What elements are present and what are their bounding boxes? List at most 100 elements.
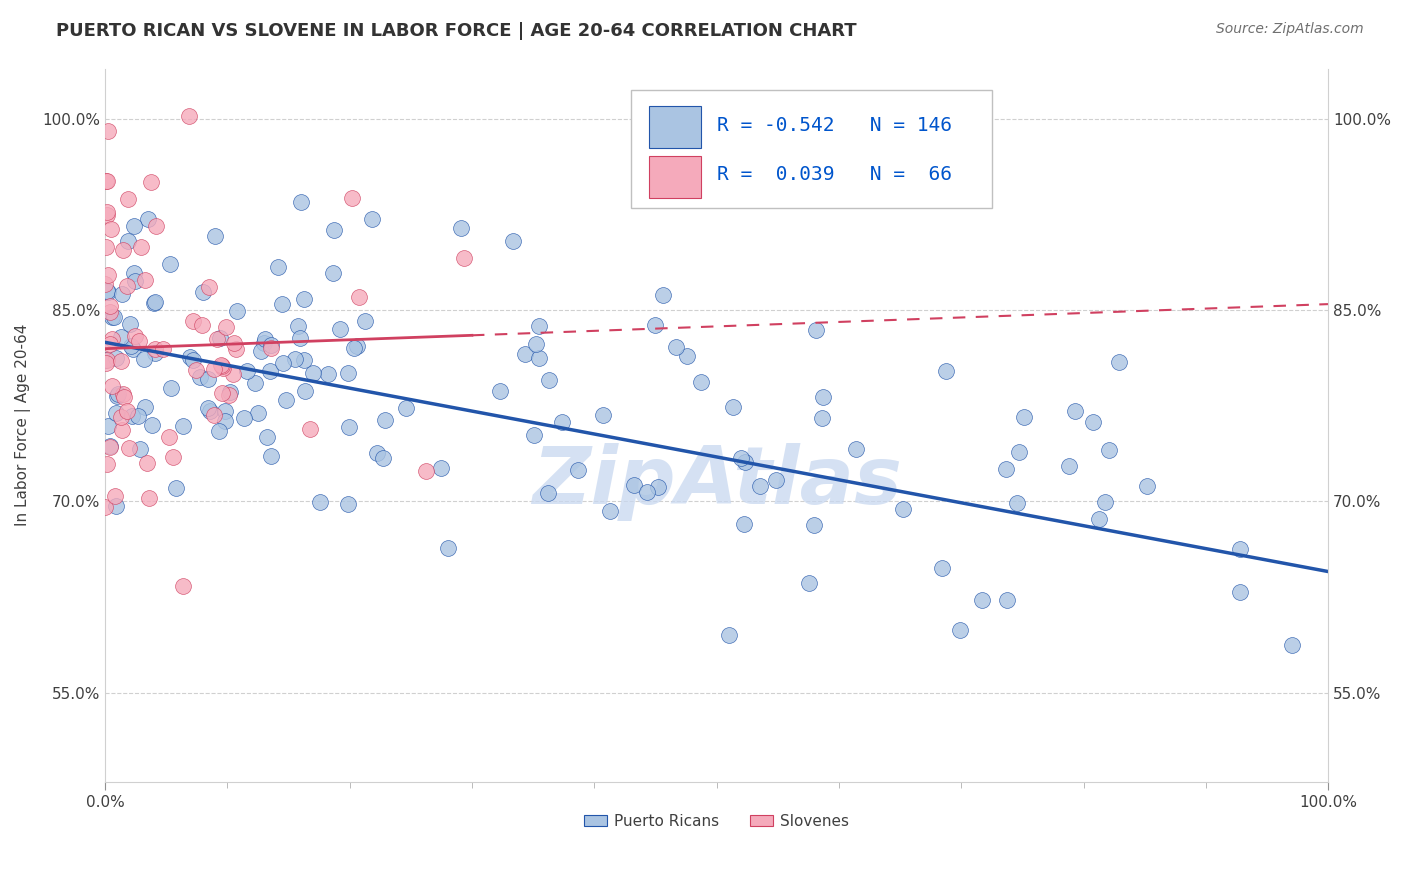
Point <box>162 450 184 464</box>
Point <box>107 386 129 401</box>
Point <box>152 343 174 357</box>
Point <box>198 404 221 418</box>
Point <box>188 369 211 384</box>
Point <box>96 174 118 188</box>
Point <box>1057 459 1080 474</box>
Point <box>134 273 156 287</box>
Point <box>1229 542 1251 557</box>
Point <box>260 341 283 355</box>
Point <box>676 349 699 363</box>
Point <box>748 478 770 492</box>
Point <box>94 353 117 368</box>
Point <box>551 415 574 429</box>
Point <box>100 332 122 346</box>
Point <box>567 463 589 477</box>
Text: PUERTO RICAN VS SLOVENE IN LABOR FORCE | AGE 20-64 CORRELATION CHART: PUERTO RICAN VS SLOVENE IN LABOR FORCE |… <box>56 22 856 40</box>
Point <box>647 480 669 494</box>
Point <box>513 347 536 361</box>
Point <box>105 389 128 403</box>
Point <box>98 440 121 454</box>
Point <box>721 400 744 414</box>
Point <box>122 266 145 280</box>
Point <box>94 500 117 515</box>
Point <box>159 256 181 270</box>
Point <box>172 419 194 434</box>
Point <box>250 344 273 359</box>
Point <box>94 240 117 254</box>
Point <box>453 251 475 265</box>
Point <box>623 478 645 492</box>
Point <box>96 205 118 219</box>
Point <box>1098 443 1121 458</box>
Point <box>299 422 322 436</box>
Point <box>157 429 180 443</box>
Point <box>143 342 166 356</box>
Point <box>256 430 278 444</box>
Point <box>177 109 200 123</box>
Point <box>665 340 688 354</box>
Point <box>995 592 1018 607</box>
Point <box>353 313 375 327</box>
Point <box>1007 444 1029 458</box>
Point <box>1083 415 1105 429</box>
Point <box>274 393 297 408</box>
Point <box>537 486 560 500</box>
Point <box>165 481 187 495</box>
Point <box>219 385 242 400</box>
Point <box>134 400 156 414</box>
Point <box>970 592 993 607</box>
Point <box>1063 404 1085 418</box>
Point <box>115 404 138 418</box>
Point <box>524 337 547 351</box>
Point <box>104 351 127 365</box>
Point <box>184 362 207 376</box>
Point <box>346 339 368 353</box>
Point <box>197 279 219 293</box>
Point <box>430 461 453 475</box>
Point <box>527 351 550 365</box>
Point <box>292 353 315 368</box>
Point <box>97 419 120 434</box>
Point <box>253 335 276 350</box>
Point <box>270 297 292 311</box>
Point <box>128 334 150 348</box>
Point <box>143 295 166 310</box>
Point <box>322 266 344 280</box>
Point <box>191 318 214 333</box>
Point <box>209 358 232 372</box>
Point <box>118 441 141 455</box>
Point <box>191 285 214 300</box>
Point <box>208 331 231 345</box>
Point <box>143 295 166 310</box>
Point <box>1012 409 1035 424</box>
Point <box>527 319 550 334</box>
Point <box>138 491 160 505</box>
Point <box>302 366 325 380</box>
Point <box>117 192 139 206</box>
Point <box>260 338 283 352</box>
Point <box>537 373 560 387</box>
Point <box>450 220 472 235</box>
Point <box>214 414 236 428</box>
Point <box>803 517 825 532</box>
Text: R = -0.542   N = 146: R = -0.542 N = 146 <box>717 116 952 135</box>
Point <box>145 219 167 233</box>
Point <box>121 342 143 356</box>
Point <box>284 352 307 367</box>
Point <box>111 244 134 258</box>
Point <box>288 330 311 344</box>
Text: Source: ZipAtlas.com: Source: ZipAtlas.com <box>1216 22 1364 37</box>
Point <box>935 364 957 378</box>
Point <box>734 455 756 469</box>
Point <box>197 401 219 416</box>
Point <box>98 304 121 318</box>
Point <box>1229 585 1251 599</box>
Point <box>98 439 121 453</box>
Point <box>394 401 416 416</box>
Point <box>112 386 135 401</box>
Point <box>294 384 316 398</box>
Point <box>96 284 118 298</box>
Point <box>489 384 512 398</box>
Point <box>329 322 352 336</box>
Point <box>730 450 752 465</box>
